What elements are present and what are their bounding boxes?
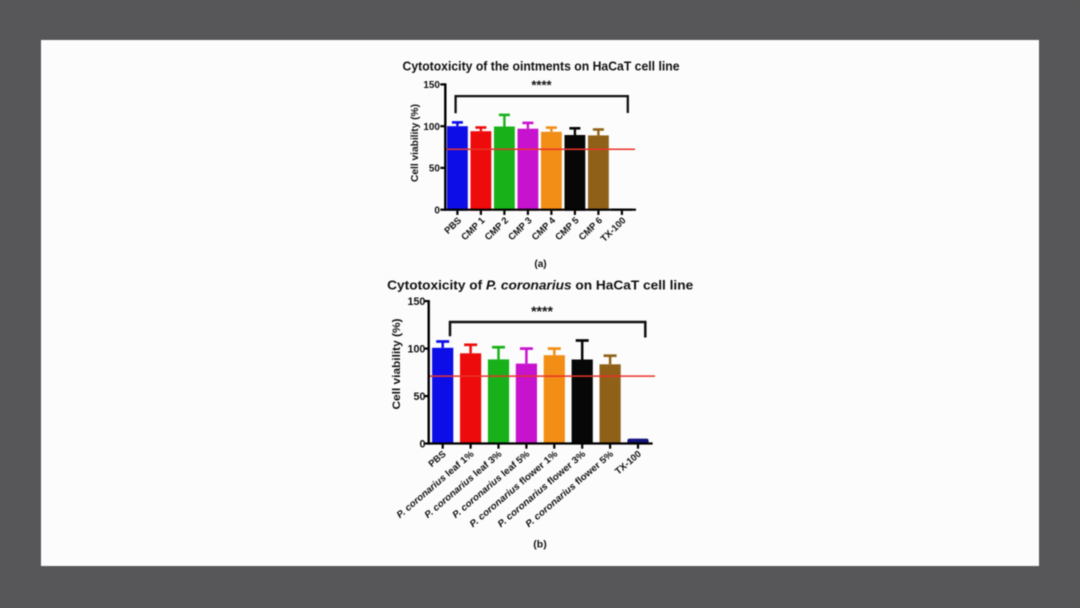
svg-text:(b): (b) (533, 538, 546, 550)
svg-text:100: 100 (408, 344, 426, 356)
svg-text:0: 0 (434, 205, 440, 216)
svg-text:Cell viability (%): Cell viability (%) (409, 104, 421, 182)
svg-text:Cytotoxicity of the ointments: Cytotoxicity of the ointments on HaCaT c… (403, 58, 680, 73)
svg-text:****: **** (531, 303, 553, 319)
svg-text:50: 50 (414, 391, 426, 403)
svg-text:0: 0 (419, 438, 425, 450)
svg-text:(a): (a) (534, 259, 546, 270)
svg-text:50: 50 (429, 164, 440, 175)
svg-text:100: 100 (423, 122, 440, 133)
svg-text:Cell viability (%): Cell viability (%) (391, 318, 403, 409)
svg-text:Cytotoxicity of P. coronarius: Cytotoxicity of P. coronarius on HaCaT c… (387, 278, 693, 293)
svg-text:****: **** (531, 78, 552, 93)
svg-text:150: 150 (408, 296, 426, 308)
svg-text:150: 150 (423, 80, 440, 91)
